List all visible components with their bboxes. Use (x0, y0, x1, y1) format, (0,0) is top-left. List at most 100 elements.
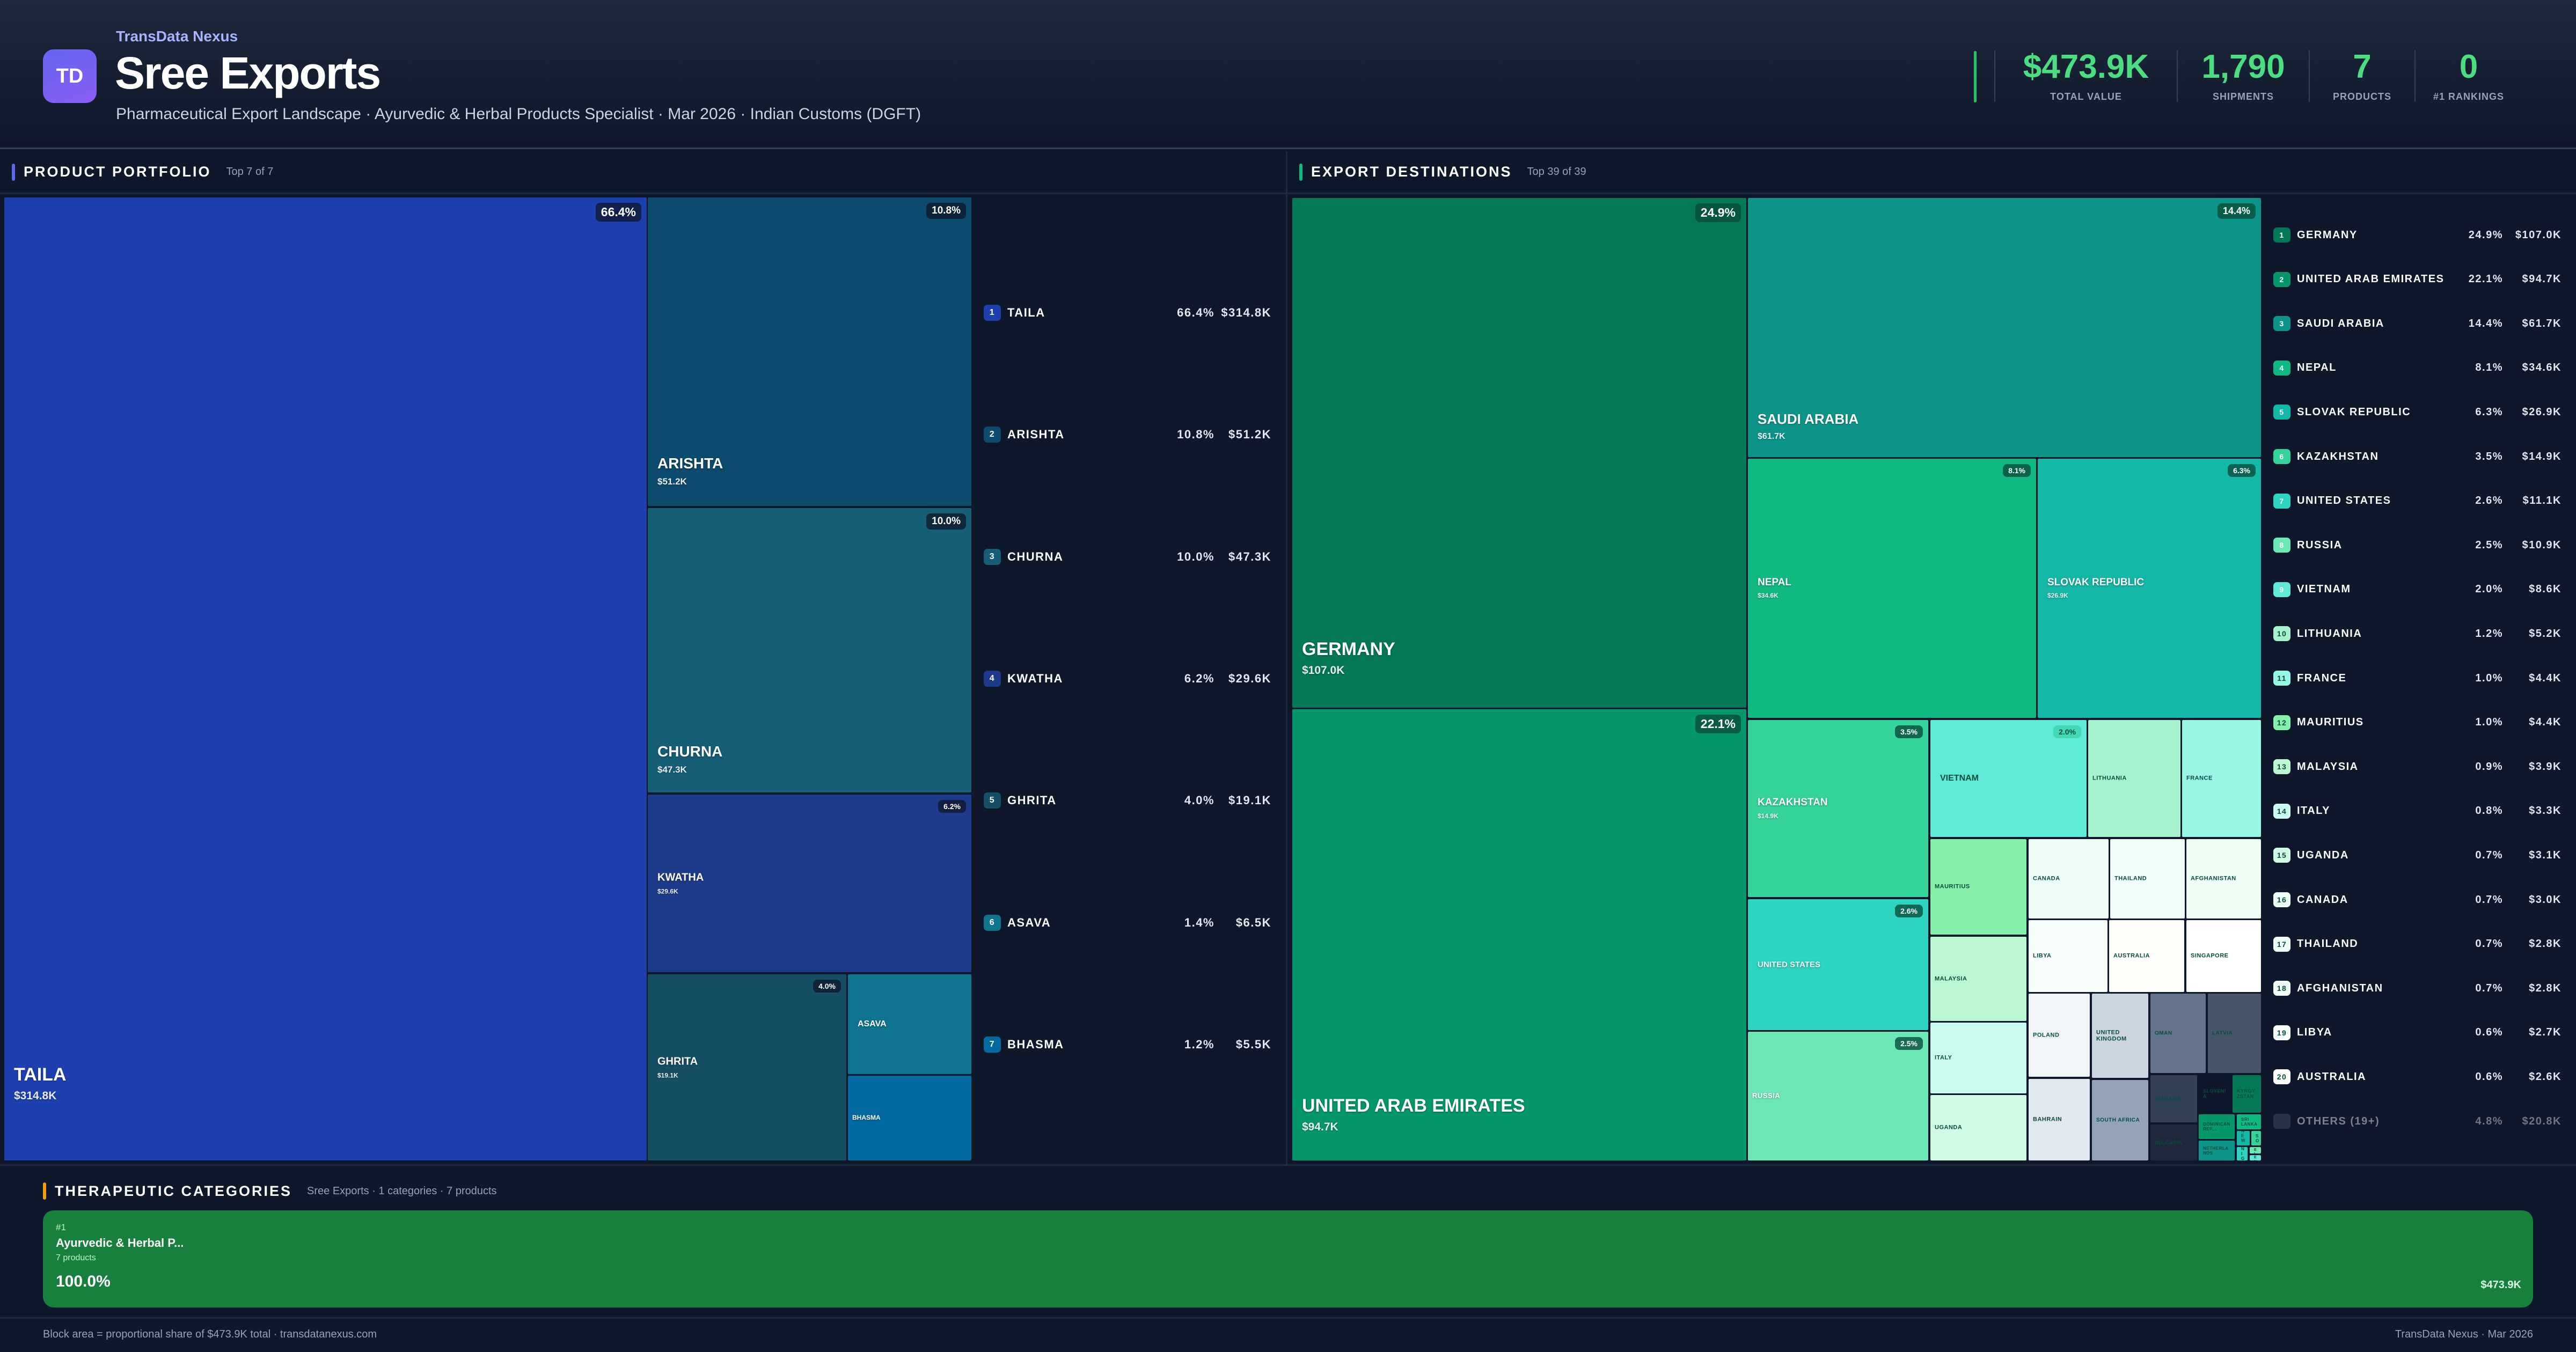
legend-item-vietnam[interactable]: 9 VIETNAM 2.0% $8.6K (2273, 581, 2563, 598)
legend-item-canada[interactable]: 16 CANADA 0.7% $3.0K (2273, 891, 2563, 908)
destination-cell-new[interactable]: NEW ... (2237, 1131, 2250, 1145)
percent-badge: 6.3% (2228, 464, 2256, 477)
destination-cell-kyrgyzstan[interactable]: KYRGYZSTAN (2233, 1075, 2261, 1113)
destination-cell-uganda[interactable]: UGANDA (1930, 1095, 2026, 1160)
legend-item-nepal[interactable]: 4 NEPAL 8.1% $34.6K (2273, 359, 2563, 377)
destination-cell-sri-lanka[interactable]: SRI LANKA (2237, 1114, 2261, 1129)
destination-cell-united-arab-emirates[interactable]: UNITED ARAB EMIRATES $94.7K 22.1% (1292, 709, 1746, 1160)
product-cell-taila[interactable]: TAILA $314.8K 66.4% (4, 197, 647, 1160)
section-accent (43, 1182, 46, 1200)
legend-item-churna[interactable]: 3 CHURNA 10.0% $47.3K (984, 548, 1274, 566)
legend-item-bhasma[interactable]: 7 BHASMA 1.2% $5.5K (984, 1035, 1274, 1054)
product-cell-arishta[interactable]: ARISHTA $51.2K 10.8% (648, 197, 971, 506)
legend-item-france[interactable]: 11 FRANCE 1.0% $4.4K (2273, 670, 2563, 687)
cell-name: SRI LANKA (2241, 1116, 2258, 1127)
legend-item-slovak-republic[interactable]: 5 SLOVAK REPUBLIC 6.3% $26.9K (2273, 403, 2563, 421)
legend-item-kwatha[interactable]: 4 KWATHA 6.2% $29.6K (984, 670, 1274, 688)
legend-item-afghanistan[interactable]: 18 AFGHANISTAN 0.7% $2.8K (2273, 980, 2563, 997)
destination-cell-malaysia[interactable]: MALAYSIA (1930, 937, 2026, 1021)
destination-cell-united-states[interactable]: UNITED STATES 2.6% (1748, 899, 1928, 1030)
legend-item-arishta[interactable]: 2 ARISHTA 10.8% $51.2K (984, 425, 1274, 444)
destination-cell-thailand[interactable]: THAILAND (2110, 839, 2185, 919)
category-share: 100.0% (56, 1273, 111, 1290)
legend-item-others[interactable]: OTHERS (19+) 4.8% $20.8K (2273, 1113, 2563, 1130)
destination-cell-netherlands[interactable]: NETHERLANDS (2199, 1141, 2235, 1160)
destination-cell-tanzania[interactable]: TANZANIA (2150, 1075, 2197, 1122)
footer-note: Block area = proportional share of $473.… (43, 1328, 377, 1340)
legend-item-libya[interactable]: 19 LIBYA 0.6% $2.7K (2273, 1024, 2563, 1041)
legend-item-united-states[interactable]: 7 UNITED STATES 2.6% $11.1K (2273, 493, 2563, 510)
rank-badge: 7 (2273, 493, 2290, 509)
legend-item-taila[interactable]: 1 TAILA 66.4% $314.8K (984, 304, 1274, 322)
destination-cell-vietnam[interactable]: VIETNAM 2.0% (1930, 720, 2087, 837)
destination-cell-russia[interactable]: RUSSIA 2.5% (1748, 1032, 1928, 1160)
legend-item-australia[interactable]: 20 AUSTRALIA 0.6% $2.6K (2273, 1068, 2563, 1085)
rank-badge: 5 (2273, 405, 2290, 420)
legend-item-ghrita[interactable]: 5 GHRITA 4.0% $19.1K (984, 791, 1274, 810)
legend-item-uganda[interactable]: 15 UGANDA 0.7% $3.1K (2273, 847, 2563, 864)
destination-cell-dominican-rep[interactable]: DOMINICAN REP... (2199, 1114, 2235, 1139)
cell-name: SAUDI ARABIA (1758, 410, 1859, 427)
cell-label: SO (2256, 1133, 2259, 1143)
legend-name: CANADA (2297, 893, 2348, 906)
legend-item-thailand[interactable]: 17 THAILAND 0.7% $2.8K (2273, 936, 2563, 953)
legend-value: $47.3K (1228, 549, 1271, 563)
cell-label: GERMANY $107.0K (1302, 639, 1743, 677)
destination-cell-slovenia[interactable]: SLOVENIA (2199, 1075, 2231, 1113)
percent-badge: 3.5% (1895, 725, 1923, 738)
legend-item-kazakhstan[interactable]: 6 KAZAKHSTAN 3.5% $14.9K (2273, 448, 2563, 465)
destination-cell-lithuania[interactable]: LITHUANIA (2088, 720, 2180, 837)
destination-cell-oman[interactable]: OMAN (2150, 994, 2206, 1073)
rank-badge: 20 (2273, 1069, 2290, 1085)
destination-cell-germany[interactable]: GERMANY $107.0K 24.9% (1292, 198, 1746, 708)
product-cell-bhasma[interactable]: BHASMA (848, 1076, 971, 1160)
cell-name: CANADA (2033, 875, 2060, 882)
destination-cell-slovak-republic[interactable]: SLOVAK REPUBLIC $26.9K 6.3% (2038, 459, 2261, 718)
product-cell-churna[interactable]: CHURNA $47.3K 10.0% (648, 508, 971, 792)
destination-cell-libya[interactable]: LIBYA (2029, 920, 2107, 992)
destination-cell-ken[interactable]: KEN (2250, 1155, 2261, 1160)
product-cell-ghrita[interactable]: GHRITA $19.1K 4.0% (648, 974, 846, 1160)
destination-cell-mauritius[interactable]: MAURITIUS (1930, 839, 2026, 935)
cell-name: DOMINICAN REP... (2203, 1121, 2230, 1131)
destination-cell-kazakhstan[interactable]: KAZAKHSTAN $14.9K 3.5% (1748, 720, 1928, 897)
destination-cell-united-kingdom[interactable]: UNITED KINGDOM (2092, 994, 2148, 1078)
destination-cell-poland[interactable]: POLAND (2029, 994, 2090, 1077)
destination-cell-bahrain[interactable]: BAHRAIN (2029, 1079, 2090, 1160)
legend-item-lithuania[interactable]: 10 LITHUANIA 1.2% $5.2K (2273, 625, 2563, 642)
legend-item-united-arab-emirates[interactable]: 2 UNITED ARAB EMIRATES 22.1% $94.7K (2273, 271, 2563, 288)
destination-cell-canada[interactable]: CANADA (2029, 839, 2109, 919)
legend-item-mauritius[interactable]: 12 MAURITIUS 1.0% $4.4K (2273, 714, 2563, 731)
legend-item-asava[interactable]: 6 ASAVA 1.4% $6.5K (984, 914, 1274, 932)
destination-cell-saudi-arabia[interactable]: SAUDI ARABIA $61.7K 14.4% (1748, 198, 2261, 457)
destination-cell-nepal[interactable]: NEPAL $34.6K 8.1% (1748, 459, 2036, 718)
legend-item-germany[interactable]: 1 GERMANY 24.9% $107.0K (2273, 226, 2563, 244)
rank-badge: 16 (2273, 892, 2290, 907)
rank-badge: 4 (984, 670, 1001, 687)
destination-cell-italy[interactable]: ITALY (1930, 1023, 2026, 1093)
legend-item-saudi-arabia[interactable]: 3 SAUDI ARABIA 14.4% $61.7K (2273, 315, 2563, 332)
legend-item-italy[interactable]: 14 ITALY 0.8% $3.3K (2273, 803, 2563, 820)
legend-item-malaysia[interactable]: 13 MALAYSIA 0.9% $3.9K (2273, 758, 2563, 775)
legend-name: CHURNA (1007, 549, 1064, 563)
destination-cell-nig[interactable]: NIG (2237, 1147, 2248, 1160)
cell-label: LIBYA (2033, 953, 2104, 960)
destination-cell-bel[interactable]: BEL (2250, 1147, 2261, 1153)
brand-name: TransData Nexus (116, 28, 238, 45)
destination-cell-france[interactable]: FRANCE (2182, 720, 2261, 837)
destination-cell-south-africa[interactable]: SOUTH AFRICA (2092, 1080, 2148, 1160)
rank-badge: 1 (2273, 227, 2290, 243)
cell-label: MAURITIUS (1935, 884, 2023, 891)
destination-cell-so[interactable]: SO (2251, 1131, 2261, 1145)
category-block[interactable]: #1 Ayurvedic & Herbal P... 7 products 10… (43, 1210, 2533, 1307)
kpi-label: #1 RANKINGS (2433, 91, 2505, 102)
destination-cell-singapore[interactable]: SINGAPORE (2186, 920, 2261, 992)
legend-item-russia[interactable]: 8 RUSSIA 2.5% $10.9K (2273, 537, 2563, 554)
destination-cell-latvia[interactable]: LATVIA (2208, 994, 2261, 1073)
product-cell-asava[interactable]: ASAVA (848, 974, 971, 1074)
destination-cell-australia[interactable]: AUSTRALIA (2109, 920, 2184, 992)
destination-cell-bulgaria[interactable]: BULGARIA (2150, 1125, 2197, 1160)
product-cell-kwatha[interactable]: KWATHA $29.6K 6.2% (648, 795, 971, 972)
cell-name: KYRGYZSTAN (2237, 1088, 2256, 1099)
destination-cell-afghanistan[interactable]: AFGHANISTAN (2186, 839, 2261, 919)
